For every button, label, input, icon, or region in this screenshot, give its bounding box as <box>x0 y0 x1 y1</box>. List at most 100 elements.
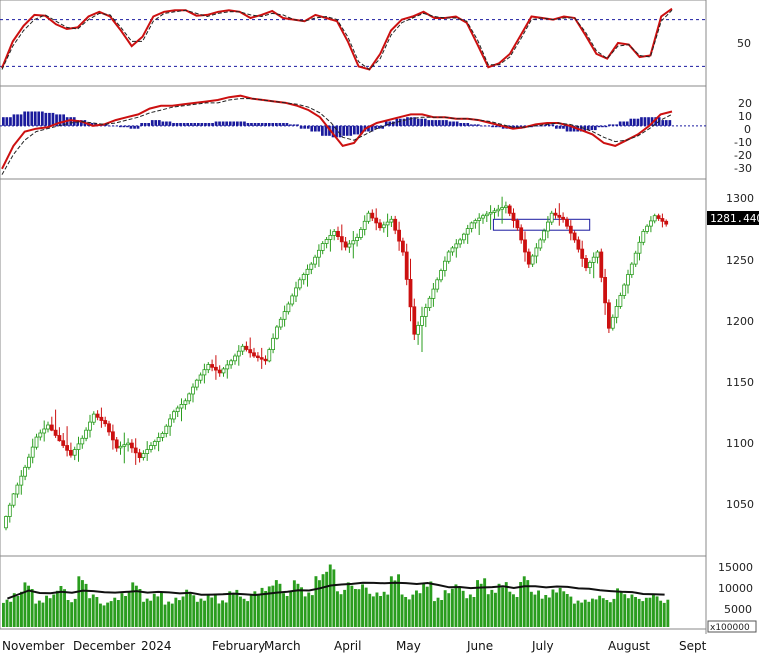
macd-histogram-bar <box>611 124 615 126</box>
candle-body <box>656 215 661 219</box>
macd-histogram-bar <box>501 125 505 129</box>
candle-body <box>313 256 318 265</box>
volume-bar <box>142 601 145 627</box>
volume-bar <box>95 597 99 627</box>
candle-body <box>637 241 642 254</box>
candle-body <box>274 326 279 339</box>
candle-body <box>38 432 43 438</box>
volume-bar <box>206 595 210 627</box>
macd-histogram-bar <box>466 123 470 126</box>
macd-histogram-bar <box>41 111 44 126</box>
volume-bar <box>318 580 321 627</box>
candle-body <box>76 443 81 450</box>
candle-body <box>557 214 562 218</box>
macd-histogram-bar <box>342 125 345 136</box>
candle-body <box>347 243 352 248</box>
volume-bar <box>447 593 451 627</box>
candle-body <box>523 239 527 253</box>
volume-bar <box>598 595 602 627</box>
macd-histogram-bar <box>551 124 555 126</box>
volume-bar <box>443 590 447 627</box>
candle-body <box>294 287 298 297</box>
volume-bar <box>310 595 314 627</box>
volume-bar <box>433 601 436 627</box>
volume-bar <box>73 598 77 627</box>
x-axis: November December 2024 February March Ap… <box>2 639 707 653</box>
macd-histogram-bar <box>48 112 51 126</box>
volume-bar <box>138 589 142 627</box>
macd-histogram-bar <box>175 123 179 126</box>
macd-histogram-bar <box>540 125 544 127</box>
volume-bar <box>12 593 16 627</box>
candle-body <box>286 303 291 313</box>
candle-body <box>7 504 12 517</box>
macd-histogram-bar <box>129 125 133 129</box>
macd-histogram-bar <box>537 125 540 127</box>
volume-bar <box>637 598 641 627</box>
macd-histogram-bar <box>420 118 423 126</box>
macd-histogram-bar <box>289 124 292 126</box>
macd-histogram-bar <box>207 123 211 126</box>
candle-body <box>252 352 256 357</box>
stochastic-oscillator <box>0 7 706 71</box>
candle-body <box>461 233 466 241</box>
volume-bar <box>321 574 325 627</box>
macd-histogram-bar <box>494 125 498 128</box>
volume-bar <box>354 589 357 627</box>
volume-bar <box>20 591 23 627</box>
candle-body <box>255 355 260 359</box>
volume-bar <box>479 583 483 627</box>
macd-histogram-bar <box>388 121 392 126</box>
volume-bar <box>612 598 616 627</box>
volume-bar <box>626 598 630 627</box>
macd-histogram-bar <box>267 123 271 126</box>
candle-body <box>343 241 348 248</box>
macd-histogram-bar <box>278 123 282 126</box>
volume-bar <box>9 601 13 627</box>
macd-histogram-bar <box>275 123 278 126</box>
x-tick-label: August <box>608 639 650 653</box>
volume-multiplier-label: x100000 <box>710 623 750 633</box>
volume-bar <box>476 580 479 627</box>
candle-body <box>488 211 493 215</box>
macd-histogram-bar <box>586 125 590 131</box>
volume-bar <box>285 596 289 627</box>
volume-bar <box>235 589 239 627</box>
macd-histogram-bar <box>119 125 122 128</box>
volume-bar <box>565 594 569 627</box>
macd-histogram-bar <box>530 125 533 128</box>
candle-body <box>511 212 516 221</box>
price-candles <box>4 196 669 531</box>
volume-bar <box>662 602 666 627</box>
macd-histogram-bar <box>197 123 200 126</box>
volume-bar <box>131 582 135 627</box>
candle-body <box>183 400 188 405</box>
volume-bar <box>519 582 523 627</box>
macd-histogram-bar <box>413 117 416 126</box>
candle-body <box>618 295 623 307</box>
macd-histogram-bar <box>661 120 665 126</box>
macd-histogram-bar <box>26 111 30 126</box>
macd-histogram-bar <box>55 114 58 126</box>
candle-body <box>225 364 230 370</box>
macd-histogram-bar <box>221 121 225 126</box>
candle-body <box>446 251 451 262</box>
volume-bar <box>156 596 160 627</box>
volume-bar <box>106 602 110 627</box>
candle-body <box>278 318 283 328</box>
candle-body <box>500 207 505 210</box>
candle-body <box>626 274 630 286</box>
candle-body <box>553 212 558 216</box>
y-tick-label: 50 <box>737 37 751 50</box>
volume-bar <box>529 591 533 627</box>
macd-histogram-bar <box>204 123 207 126</box>
macd-histogram-bar <box>5 117 9 126</box>
volume-bar <box>379 596 382 627</box>
macd-histogram-bar <box>512 125 516 129</box>
volume-bar <box>497 583 501 627</box>
candle-body <box>336 230 340 237</box>
candle-body <box>614 305 619 318</box>
volume-bar <box>213 593 217 627</box>
macd-histogram-bar <box>597 125 601 128</box>
candle-body <box>149 445 153 450</box>
